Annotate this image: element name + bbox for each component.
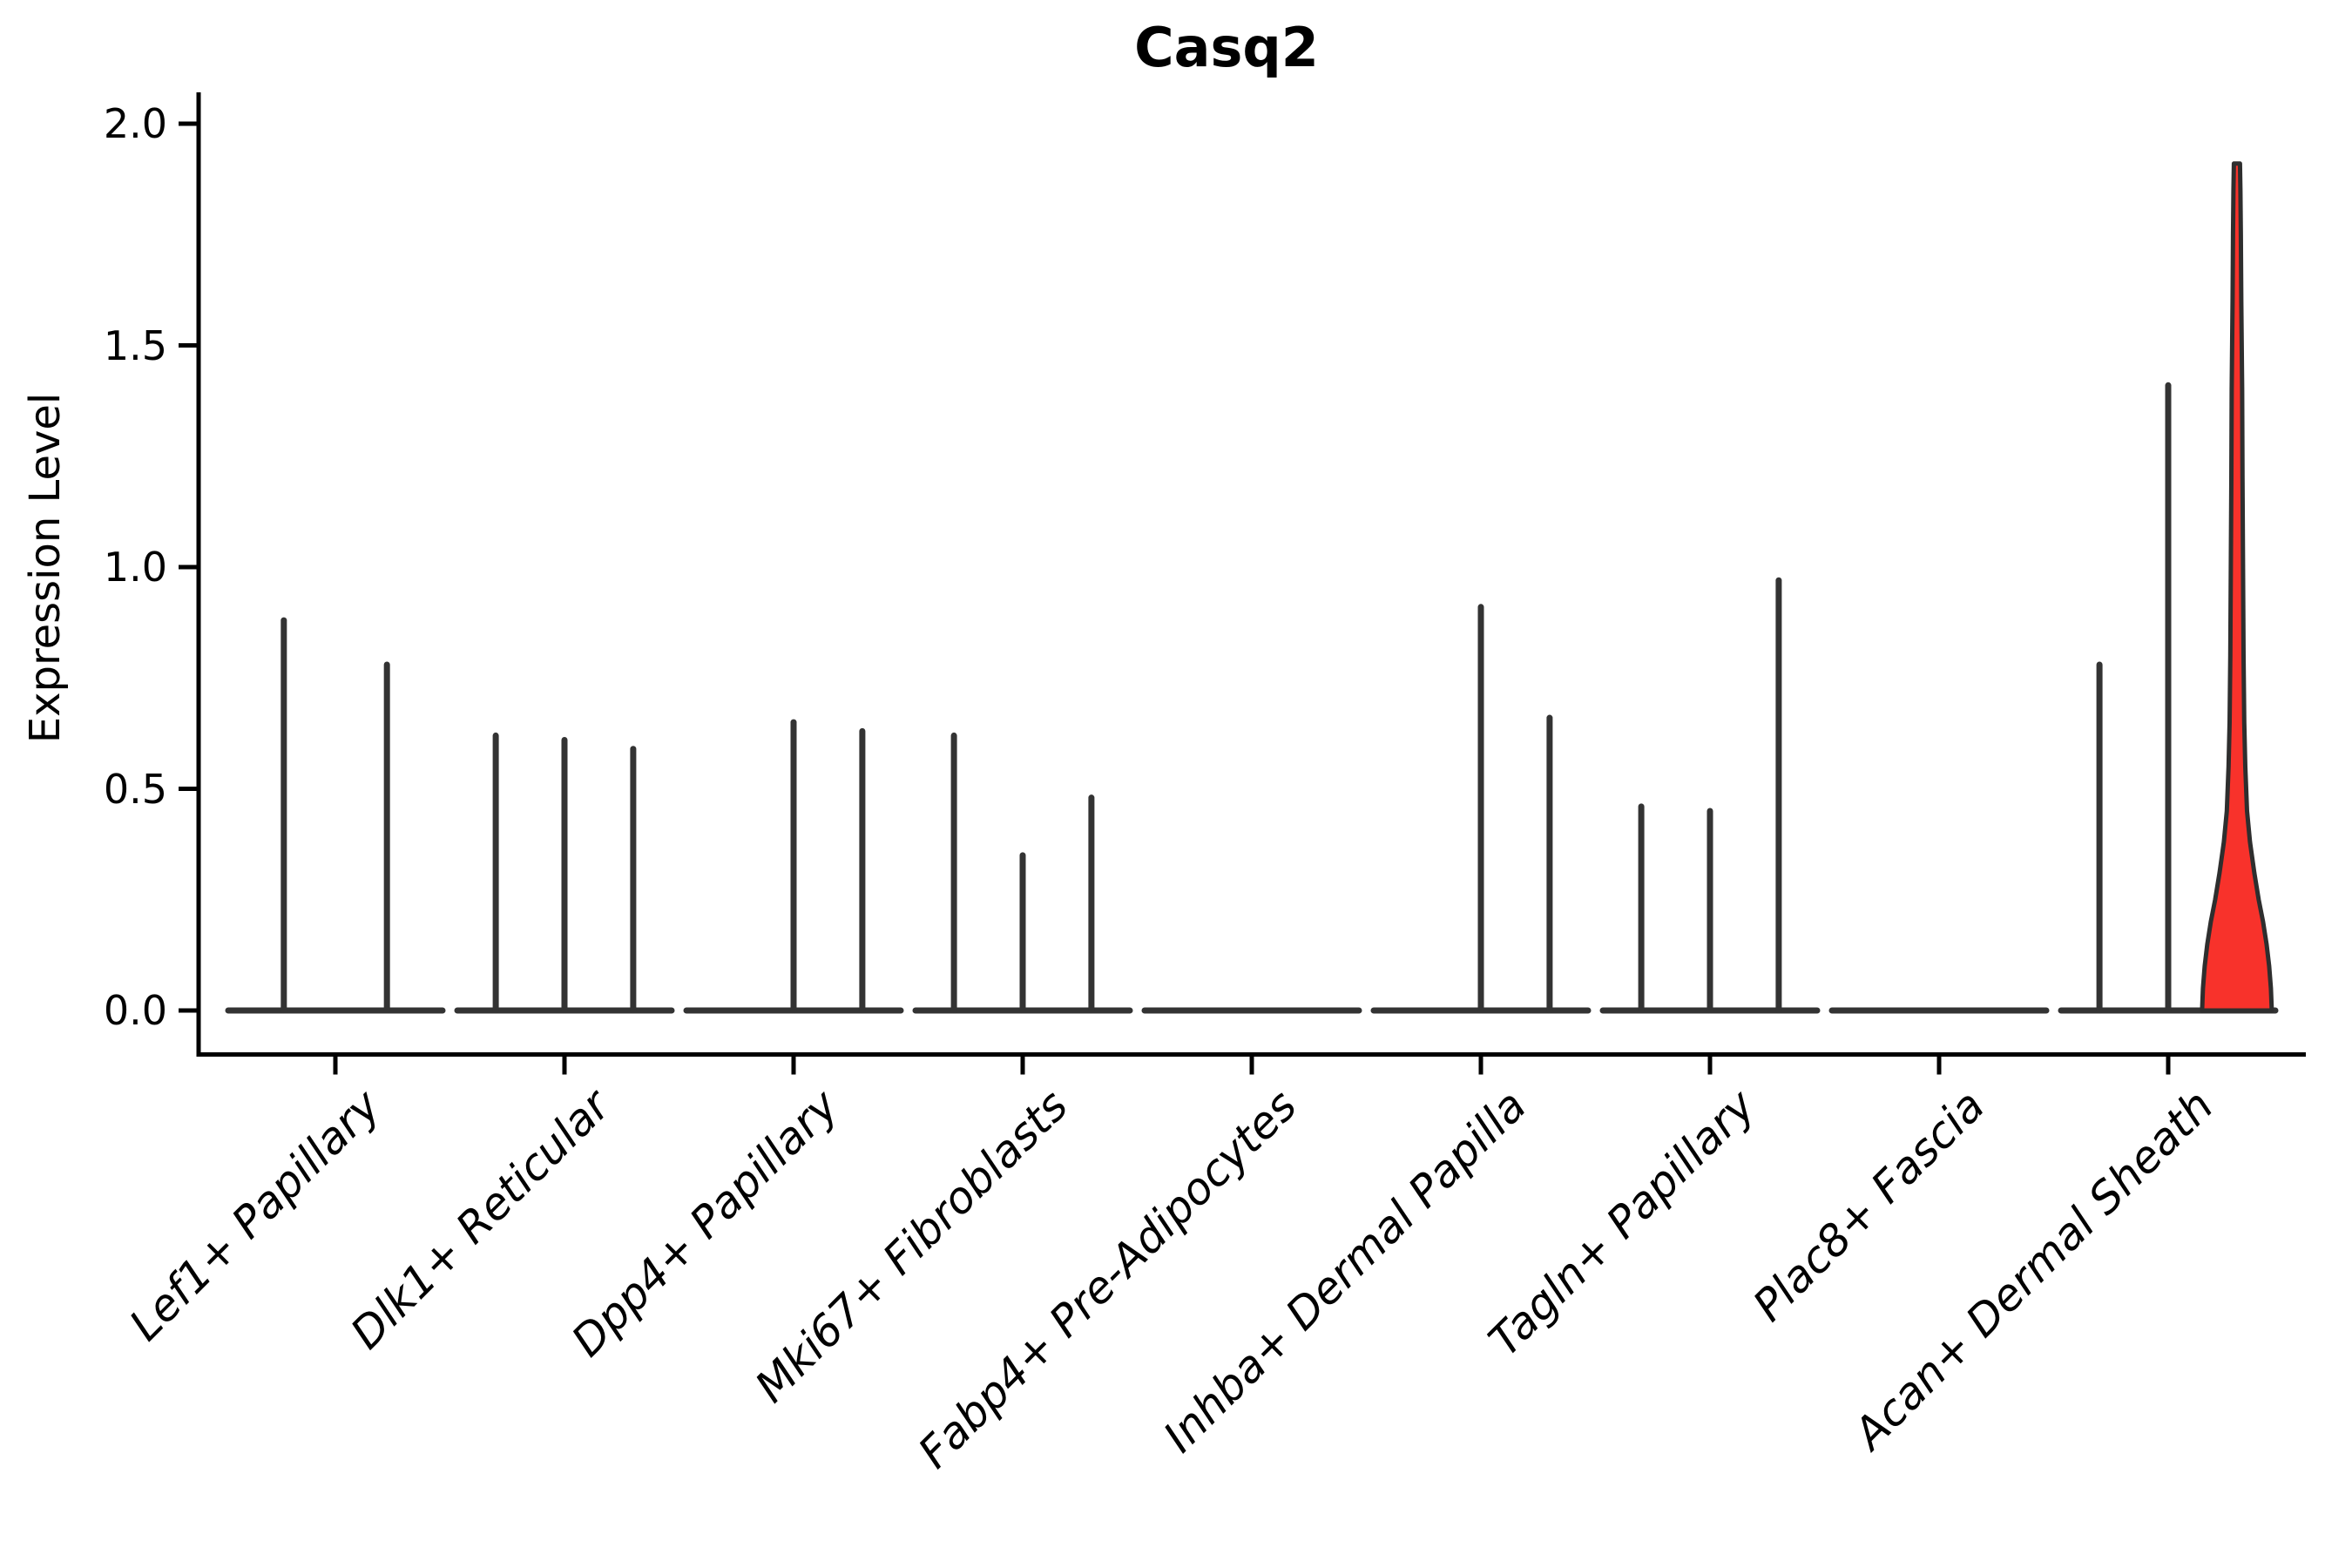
y-tick-label: 2.0 [103, 100, 167, 147]
y-tick-label: 0.0 [103, 987, 167, 1034]
y-tick-label: 0.5 [103, 765, 167, 813]
violin-body-filled [2200, 161, 2274, 1013]
y-tick-label: 1.5 [103, 321, 167, 369]
chart-title: Casq2 [1134, 16, 1319, 79]
y-tick-label: 1.0 [103, 544, 167, 591]
